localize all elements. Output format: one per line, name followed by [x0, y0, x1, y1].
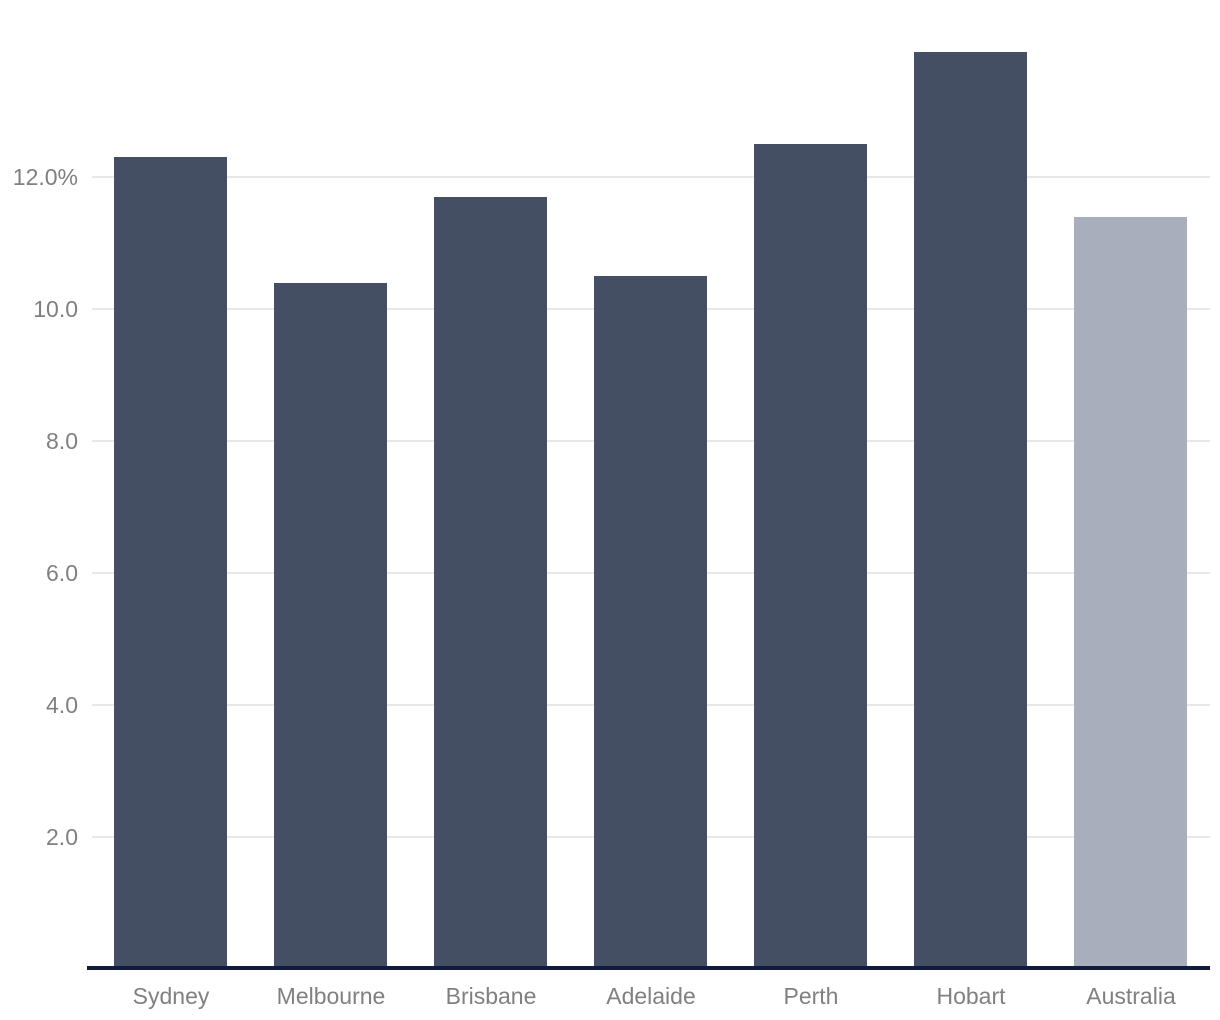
y-tick-label-10: 10.0 — [33, 296, 78, 322]
y-tick-label-8: 8.0 — [46, 428, 78, 454]
x-tick-label-adelaide: Adelaide — [606, 983, 696, 1009]
bar-melbourne — [274, 283, 387, 969]
x-tick-label-perth: Perth — [783, 983, 839, 1009]
x-tick-label-sydney: Sydney — [132, 983, 210, 1009]
bar-australia — [1074, 217, 1187, 969]
x-axis-line — [87, 966, 1210, 970]
x-tick-label-melbourne: Melbourne — [276, 983, 386, 1009]
x-tick-label-brisbane: Brisbane — [445, 983, 537, 1009]
bar-sydney — [114, 157, 227, 969]
bar-adelaide — [594, 276, 707, 969]
y-tick-label-12: 12.0% — [12, 164, 78, 190]
x-tick-label-hobart: Hobart — [936, 983, 1006, 1009]
bar-hobart — [914, 52, 1027, 969]
y-tick-label-2: 2.0 — [46, 824, 78, 850]
bar-brisbane — [434, 197, 547, 969]
x-tick-label-australia: Australia — [1086, 983, 1176, 1009]
gridline-12 — [92, 176, 1210, 178]
y-tick-label-4: 4.0 — [46, 692, 78, 718]
bar-perth — [754, 144, 867, 969]
y-tick-label-6: 6.0 — [46, 560, 78, 586]
